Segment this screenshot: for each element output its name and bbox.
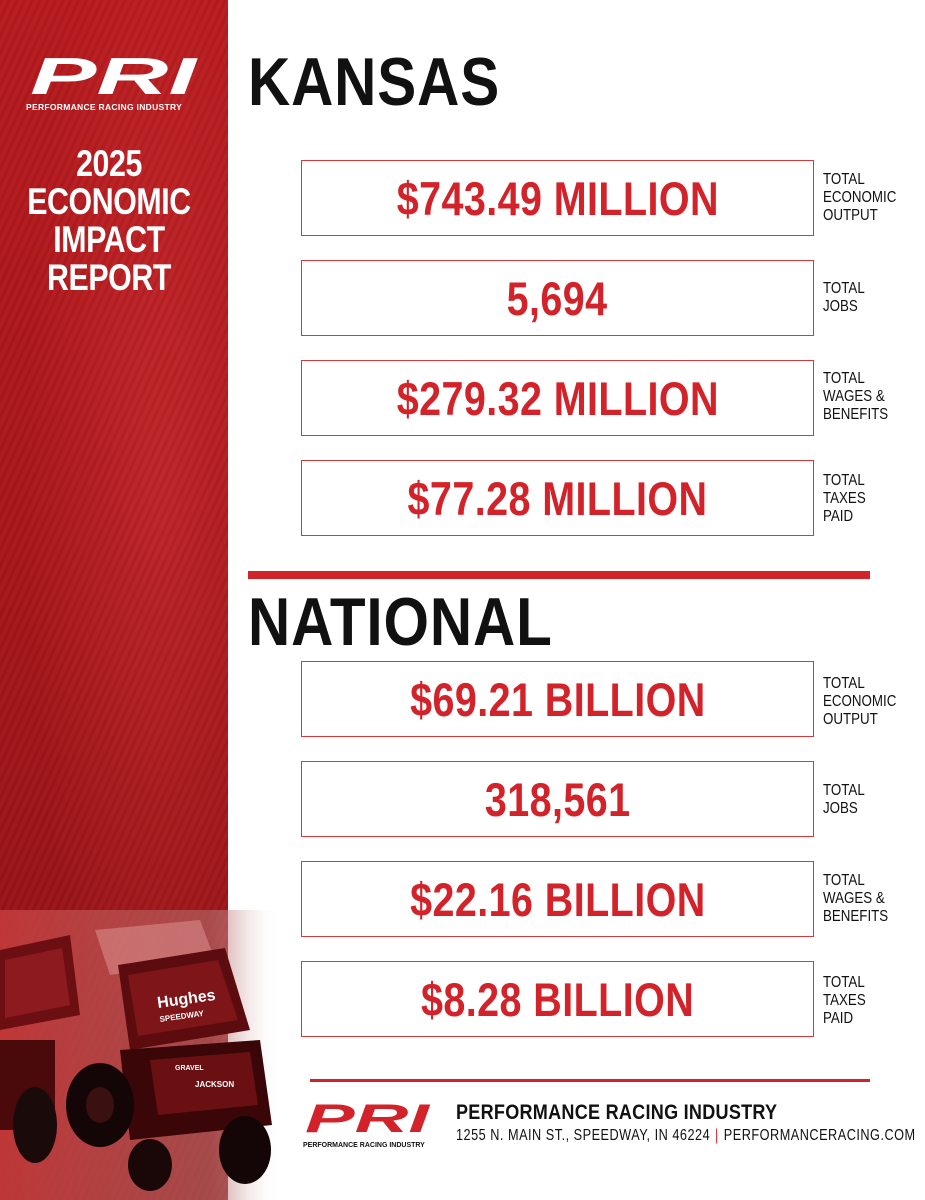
svg-text:PRI: PRI xyxy=(30,52,199,100)
stat-value: $22.16 BILLION xyxy=(409,872,706,926)
svg-text:PRI: PRI xyxy=(305,1100,431,1136)
footer-pri-logo: PRI PERFORMANCE RACING INDUSTRY xyxy=(303,1097,433,1149)
stat-label: TOTAL JOBS xyxy=(823,782,865,817)
footer-separator: | xyxy=(715,1127,719,1144)
national-taxes-box: $8.28 BILLION xyxy=(301,961,814,1037)
stat-label: TOTAL WAGES & BENEFITS xyxy=(823,370,889,423)
stat-label: TOTAL ECONOMIC OUTPUT xyxy=(823,675,897,728)
report-title-line: REPORT xyxy=(47,257,171,298)
stat-value: 5,694 xyxy=(507,271,608,325)
sidebar-banner: PRI PERFORMANCE RACING INDUSTRY 2025 ECO… xyxy=(0,0,228,1200)
footer-divider xyxy=(310,1079,870,1082)
stat-label: TOTAL TAXES PAID xyxy=(823,472,866,525)
car-side-text: JACKSON xyxy=(195,1080,234,1089)
stat-value: $69.21 BILLION xyxy=(409,672,706,726)
footer-website-link[interactable]: PERFORMANCERACING.COM xyxy=(723,1127,916,1144)
pri-logo-mark: PRI xyxy=(30,52,199,100)
national-heading: NATIONAL xyxy=(248,584,553,660)
national-wages-box: $22.16 BILLION xyxy=(301,861,814,937)
report-title-line: IMPACT xyxy=(53,219,165,260)
footer-organization: PERFORMANCE RACING INDUSTRY xyxy=(456,1101,778,1124)
sprint-car-photo: Hughes SPEEDWAY JACKSON GRAVEL xyxy=(0,890,280,1200)
kansas-economic-output-box: $743.49 MILLION xyxy=(301,160,814,236)
kansas-heading: KANSAS xyxy=(248,44,501,120)
section-divider xyxy=(248,571,870,579)
kansas-wages-box: $279.32 MILLION xyxy=(301,360,814,436)
report-title-line: ECONOMIC xyxy=(27,181,191,222)
stat-value: $743.49 MILLION xyxy=(396,171,719,225)
car-side-text: GRAVEL xyxy=(175,1065,204,1072)
stat-value: 318,561 xyxy=(484,772,631,826)
kansas-jobs-box: 5,694 xyxy=(301,260,814,336)
stat-label: TOTAL WAGES & BENEFITS xyxy=(823,872,889,925)
footer-contact: 1255 N. MAIN ST., SPEEDWAY, IN 46224 | PER… xyxy=(456,1127,916,1145)
stat-label: TOTAL JOBS xyxy=(823,280,865,315)
stat-value: $279.32 MILLION xyxy=(396,371,719,425)
stat-value: $8.28 BILLION xyxy=(420,972,695,1026)
national-jobs-box: 318,561 xyxy=(301,761,814,837)
report-year: 2025 xyxy=(76,143,142,184)
national-economic-output-box: $69.21 BILLION xyxy=(301,661,814,737)
pri-logo: PRI PERFORMANCE RACING INDUSTRY xyxy=(26,52,201,112)
stat-label: TOTAL ECONOMIC OUTPUT xyxy=(823,171,897,224)
stat-value: $77.28 MILLION xyxy=(407,471,708,525)
footer-address: 1255 N. MAIN ST., SPEEDWAY, IN 46224 xyxy=(456,1127,711,1144)
footer-logo-subtitle: PERFORMANCE RACING INDUSTRY xyxy=(303,1142,425,1149)
kansas-taxes-box: $77.28 MILLION xyxy=(301,460,814,536)
footer-logo-mark: PRI xyxy=(305,1097,431,1141)
stat-label: TOTAL TAXES PAID xyxy=(823,974,866,1027)
report-title: 2025 ECONOMIC IMPACT REPORT xyxy=(0,145,218,297)
logo-subtitle: PERFORMANCE RACING INDUSTRY xyxy=(26,102,183,112)
